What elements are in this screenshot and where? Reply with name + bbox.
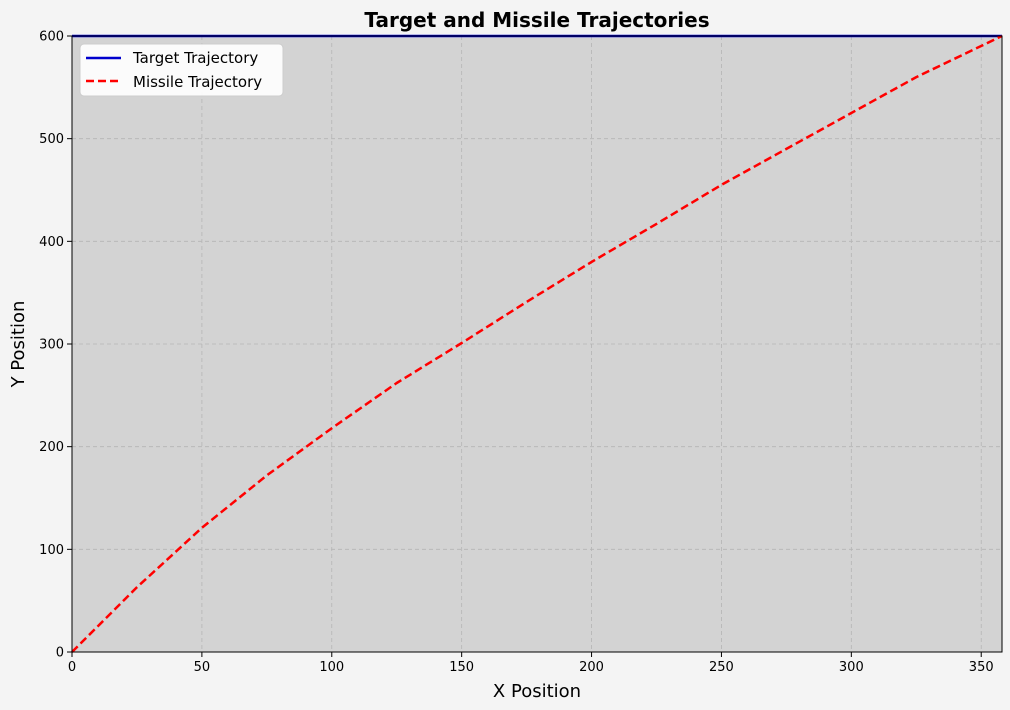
- x-tick-label: 350: [969, 660, 994, 675]
- x-axis-title: X Position: [493, 681, 581, 702]
- legend: Target Trajectory Missile Trajectory: [79, 43, 284, 97]
- x-tick-label: 300: [839, 660, 864, 675]
- y-tick-label: 100: [39, 543, 64, 558]
- y-tick-label: 300: [39, 338, 64, 353]
- x-tick-label: 250: [709, 660, 734, 675]
- y-tick-label: 500: [39, 132, 64, 147]
- axis-ticks: 0 50 100 150 200 250 300 350 0 100 200 300 400 500 600: [39, 30, 993, 676]
- x-tick-label: 150: [449, 660, 474, 675]
- missile-trajectory-line: [71, 34, 1003, 653]
- x-tick-label: 200: [579, 660, 604, 675]
- y-tick-label: 200: [39, 440, 64, 455]
- chart-title: Target and Missile Trajectories: [364, 8, 709, 32]
- x-tick-label: 100: [319, 660, 344, 675]
- legend-box: [79, 43, 284, 97]
- y-axis-title: Y Position: [8, 301, 29, 389]
- y-tick-label: 600: [39, 30, 64, 45]
- x-tick-label: 50: [194, 660, 211, 675]
- x-tick-label: 0: [68, 660, 76, 675]
- legend-label-target: Target Trajectory: [132, 49, 258, 67]
- y-tick-label: 400: [39, 235, 64, 250]
- y-tick-label: 0: [56, 646, 64, 661]
- legend-label-missile: Missile Trajectory: [133, 73, 262, 91]
